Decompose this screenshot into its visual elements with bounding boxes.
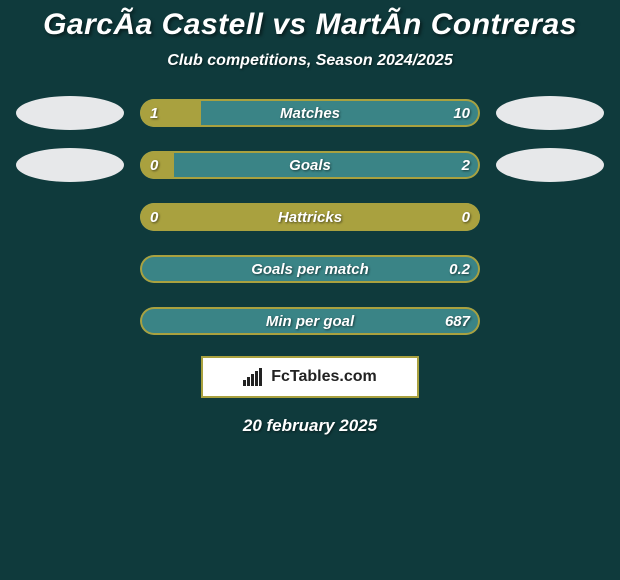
avatar-left xyxy=(16,96,124,130)
stat-bar: Min per goal687 xyxy=(140,307,480,335)
stat-value-right: 687 xyxy=(445,307,470,335)
stat-value-right: 10 xyxy=(453,99,470,127)
avatar-spacer xyxy=(16,252,124,286)
avatar-spacer xyxy=(496,304,604,338)
avatar-right xyxy=(496,96,604,130)
stat-row: 1Matches10 xyxy=(0,96,620,130)
stats-container: 1Matches100Goals20Hattricks0Goals per ma… xyxy=(0,96,620,338)
footer-date: 20 february 2025 xyxy=(0,416,620,436)
brand-box: FcTables.com xyxy=(201,356,419,398)
avatar-left xyxy=(16,148,124,182)
stat-bar: 1Matches10 xyxy=(140,99,480,127)
avatar-spacer xyxy=(496,200,604,234)
stat-label: Goals per match xyxy=(140,255,480,283)
stat-row: Goals per match0.2 xyxy=(0,252,620,286)
stat-row: 0Goals2 xyxy=(0,148,620,182)
stat-value-right: 0 xyxy=(462,203,470,231)
stat-label: Min per goal xyxy=(140,307,480,335)
stat-row: Min per goal687 xyxy=(0,304,620,338)
brand-text: FcTables.com xyxy=(271,368,377,386)
page-subtitle: Club competitions, Season 2024/2025 xyxy=(0,52,620,70)
avatar-spacer xyxy=(496,252,604,286)
stat-label: Hattricks xyxy=(140,203,480,231)
page-title: GarcÃ­a Castell vs MartÃ­n Contreras xyxy=(0,8,620,42)
stat-value-right: 2 xyxy=(462,151,470,179)
bar-chart-icon xyxy=(243,368,265,386)
avatar-right xyxy=(496,148,604,182)
content-container: GarcÃ­a Castell vs MartÃ­n Contreras Clu… xyxy=(0,0,620,436)
avatar-spacer xyxy=(16,304,124,338)
stat-label: Goals xyxy=(140,151,480,179)
stat-bar: 0Goals2 xyxy=(140,151,480,179)
stat-bar: 0Hattricks0 xyxy=(140,203,480,231)
stat-bar: Goals per match0.2 xyxy=(140,255,480,283)
stat-row: 0Hattricks0 xyxy=(0,200,620,234)
avatar-spacer xyxy=(16,200,124,234)
stat-label: Matches xyxy=(140,99,480,127)
stat-value-right: 0.2 xyxy=(449,255,470,283)
